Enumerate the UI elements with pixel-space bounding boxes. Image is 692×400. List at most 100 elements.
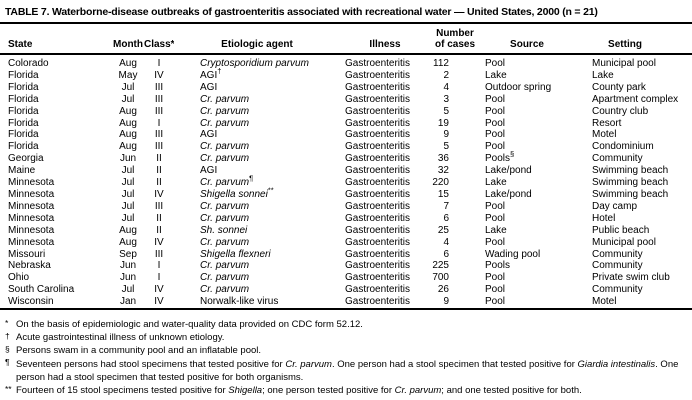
column-header-state: State [0, 24, 112, 55]
cell-class: II [156, 165, 162, 177]
cell-agent-text: Cr. parvum [200, 260, 250, 272]
cell-agent-text: Shigella sonnei [200, 188, 268, 200]
cell-month: Jul [121, 81, 135, 93]
footnote-text: Shigella [228, 385, 263, 397]
cell-agent-text: Sh. sonnei [200, 224, 248, 236]
cell-agent: Shigella sonnei** [174, 186, 340, 201]
cell-class: IV [154, 296, 164, 308]
footnote-text: . One person had a stool specimen that t… [331, 358, 578, 370]
table-row: Maine Jul II AGI Gastroenteritis 32 Lake/pond S… [0, 165, 692, 177]
cell-source: Lake [485, 224, 507, 236]
cell-agent: Cr. parvum [174, 153, 340, 165]
column-header-setting: Setting [588, 24, 692, 55]
cell-setting: Swimming beach [592, 165, 669, 177]
cell-class: IV [154, 284, 164, 296]
cell-class: IV [154, 236, 164, 248]
cell-source: Pool [485, 200, 506, 212]
cell-cases: 19 [437, 117, 449, 129]
cell-agent-text: AGI [200, 81, 218, 93]
cell-class: I [157, 117, 161, 129]
table-row: Florida Jul III AGI Gastroenteritis 4 Outdoor … [0, 82, 692, 94]
table-row: Florida May IV AGI† Gastroenteritis 2 Lake Lake [0, 66, 692, 82]
cell-state: Florida [8, 117, 39, 129]
table-header-row: State Month Class* Etiologic agent Illness Nu… [0, 24, 692, 55]
cell-class: II [156, 212, 162, 224]
cell-source: Pool [485, 284, 506, 296]
cell-setting: County park [592, 81, 646, 93]
cell-setting: Swimming beach [592, 188, 669, 200]
cell-source: Pool [485, 105, 506, 117]
cell-month: Aug [119, 58, 137, 69]
cell-illness: Gastroenteritis [345, 58, 411, 69]
cell-state: Minnesota [8, 212, 55, 224]
cell-state: Maine [8, 165, 36, 177]
cell-agent: Cr. parvum [174, 213, 340, 225]
cell-source: Lake/pond [485, 188, 532, 200]
footnote-marker: ** [5, 383, 12, 394]
cell-cases: 4 [443, 236, 449, 248]
table-row: Missouri Sep III Shigella flexneri Gastroent… [0, 249, 692, 261]
cell-class: III [154, 200, 164, 212]
cell-class: III [154, 129, 164, 141]
cell-class: II [156, 224, 162, 236]
cell-agent: Cr. parvum [174, 284, 340, 296]
footnote: ** Fourteen of 15 stool specimens tested … [0, 384, 692, 397]
cell-state: Florida [8, 81, 39, 93]
cell-class: II [156, 177, 162, 189]
cell-state: Minnesota [8, 177, 55, 189]
cell-agent-text: Cr. parvum [200, 200, 250, 212]
cell-source: Pool [485, 93, 506, 105]
footnote: ¶ Seventeen persons had stool specimens t… [0, 357, 692, 384]
footnote-marker: † [217, 66, 222, 76]
cell-cases: 5 [443, 141, 449, 153]
cell-cases: 3 [443, 93, 449, 105]
table-row: Georgia Jun II Cr. parvum Gastroenteritis 36 P… [0, 151, 692, 165]
cell-illness: Gastroenteritis [345, 105, 411, 117]
cell-agent: Cr. parvum [174, 118, 340, 130]
cell-agent-text: AGI [200, 69, 218, 81]
cell-month: Jul [121, 284, 135, 296]
column-header-class: Class* [144, 24, 174, 55]
cell-source: Wading pool [485, 248, 541, 260]
cell-state: Colorado [8, 58, 49, 69]
cell-cases: 26 [437, 284, 449, 296]
cell-setting: Community [592, 248, 643, 260]
table-row: Minnesota Jul II Cr. parvum Gastroenteritis 6… [0, 213, 692, 225]
cell-agent-text: Cr. parvum [200, 93, 250, 105]
cell-setting: Public beach [592, 224, 650, 236]
cell-illness: Gastroenteritis [345, 81, 411, 93]
cell-state: Florida [8, 93, 39, 105]
column-header-source: Source [480, 24, 588, 55]
cell-setting: Hotel [592, 212, 616, 224]
cell-month: Jul [121, 212, 135, 224]
cell-source: Pool [485, 141, 506, 153]
cell-month: Aug [119, 105, 137, 117]
cell-setting: Condominium [592, 141, 654, 153]
cell-agent: Cr. parvum [174, 94, 340, 106]
cell-setting: Country club [592, 105, 649, 117]
footnote-text: Giardia intestinalis [577, 358, 656, 370]
cell-source-text: Pools [485, 153, 511, 165]
cell-class: II [156, 153, 162, 165]
cell-illness: Gastroenteritis [345, 296, 411, 308]
footnote-text: ; one person tested positive for [262, 385, 395, 397]
cell-setting: Motel [592, 129, 617, 141]
footnotes-section: * On the basis of epidemiologic and water… [0, 318, 692, 397]
cell-illness: Gastroenteritis [345, 248, 411, 260]
outbreaks-table: State Month Class* Etiologic agent Illness Nu… [0, 24, 692, 311]
cell-state: Minnesota [8, 200, 55, 212]
cell-setting: Resort [592, 117, 622, 129]
cell-class: III [154, 105, 164, 117]
cell-agent: Cr. parvum [174, 141, 340, 153]
cell-cases: 6 [443, 248, 449, 260]
cell-cases: 9 [443, 296, 449, 308]
cell-agent-text: Cr. parvum [200, 284, 250, 296]
cell-class: I [157, 272, 161, 284]
cell-month: May [118, 69, 138, 81]
table-row: Florida Aug III Cr. parvum Gastroenteritis 5 P… [0, 141, 692, 153]
cell-class: III [154, 81, 164, 93]
footnote-text: ; and one tested positive for both. [441, 385, 582, 397]
table-body: Colorado Aug I Cryptosporidium parvum Gastro… [0, 54, 692, 309]
table-row: Florida Aug I Cr. parvum Gastroenteritis 19 Po… [0, 118, 692, 130]
cell-cases: 32 [437, 165, 449, 177]
